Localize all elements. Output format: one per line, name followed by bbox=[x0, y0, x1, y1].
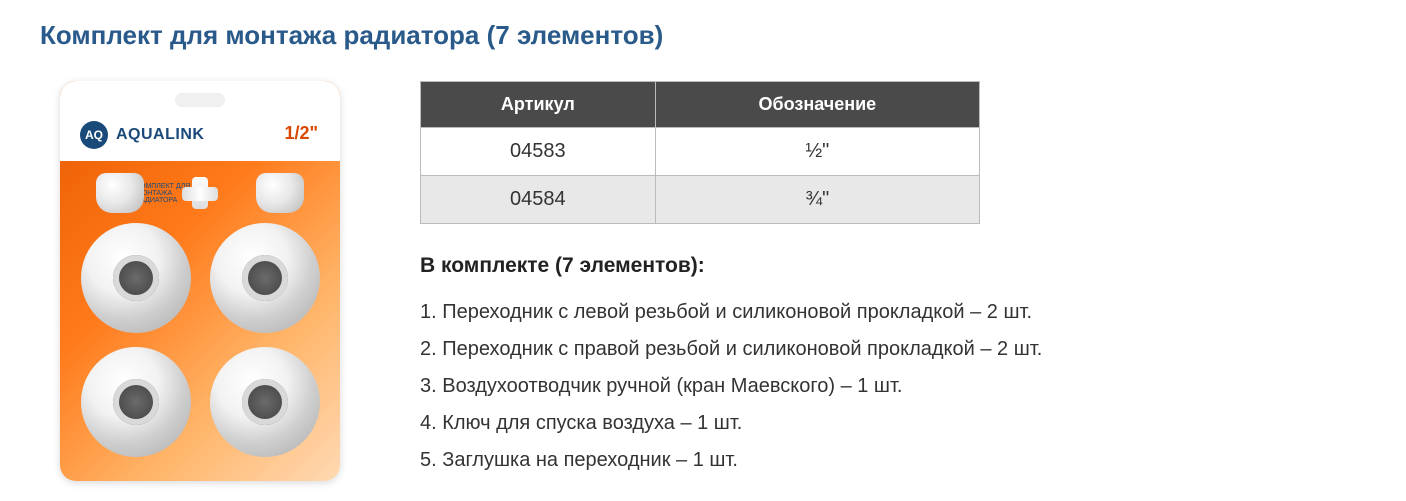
page-title: Комплект для монтажа радиатора (7 элемен… bbox=[40, 20, 1366, 51]
cap-part-right bbox=[256, 173, 304, 213]
hang-hole bbox=[175, 93, 225, 107]
table-cell-designation: ½" bbox=[655, 128, 979, 176]
brand-logo-area: AQ AQUALINK КОМПЛЕКТ ДЛЯ МОНТАЖА РАДИАТО… bbox=[80, 121, 204, 149]
spec-table: Артикул Обозначение 04583 ½" 04584 ¾" bbox=[420, 81, 980, 224]
blister-header: AQ AQUALINK КОМПЛЕКТ ДЛЯ МОНТАЖА РАДИАТО… bbox=[60, 81, 340, 161]
t-piece-part bbox=[180, 173, 220, 213]
adapter-ring bbox=[210, 223, 320, 333]
list-item: 5. Заглушка на переходник – 1 шт. bbox=[420, 442, 1366, 479]
adapter-ring bbox=[81, 223, 191, 333]
details-column: Артикул Обозначение 04583 ½" 04584 ¾" В … bbox=[420, 81, 1366, 481]
adapter-ring bbox=[210, 347, 320, 457]
table-cell-designation: ¾" bbox=[655, 176, 979, 224]
product-image-column: AQ AQUALINK КОМПЛЕКТ ДЛЯ МОНТАЖА РАДИАТО… bbox=[40, 81, 360, 481]
parts-area bbox=[60, 161, 340, 481]
table-cell-article: 04583 bbox=[421, 128, 656, 176]
table-row: 04583 ½" bbox=[421, 128, 980, 176]
cap-part-left bbox=[96, 173, 144, 213]
table-header-article: Артикул bbox=[421, 82, 656, 128]
list-item: 1. Переходник с левой резьбой и силиконо… bbox=[420, 294, 1366, 331]
adapter-ring bbox=[81, 347, 191, 457]
size-marker: 1/2" bbox=[284, 123, 318, 144]
contents-list: 1. Переходник с левой резьбой и силиконо… bbox=[420, 294, 1366, 479]
ring-grid bbox=[78, 223, 322, 457]
contents-heading: В комплекте (7 элементов): bbox=[420, 254, 1366, 278]
brand-name-text: AQUALINK bbox=[116, 126, 204, 144]
content-row: AQ AQUALINK КОМПЛЕКТ ДЛЯ МОНТАЖА РАДИАТО… bbox=[40, 81, 1366, 481]
small-parts-row bbox=[78, 173, 322, 213]
list-item: 4. Ключ для спуска воздуха – 1 шт. bbox=[420, 405, 1366, 442]
table-row: 04584 ¾" bbox=[421, 176, 980, 224]
product-blister-pack: AQ AQUALINK КОМПЛЕКТ ДЛЯ МОНТАЖА РАДИАТО… bbox=[60, 81, 340, 481]
list-item: 3. Воздухоотводчик ручной (кран Маевског… bbox=[420, 368, 1366, 405]
brand-logo-icon: AQ bbox=[80, 121, 108, 149]
table-cell-article: 04584 bbox=[421, 176, 656, 224]
list-item: 2. Переходник с правой резьбой и силикон… bbox=[420, 331, 1366, 368]
table-header-designation: Обозначение bbox=[655, 82, 979, 128]
brand-name: AQUALINK КОМПЛЕКТ ДЛЯ МОНТАЖА РАДИАТОРА bbox=[116, 126, 204, 144]
table-header-row: Артикул Обозначение bbox=[421, 82, 980, 128]
